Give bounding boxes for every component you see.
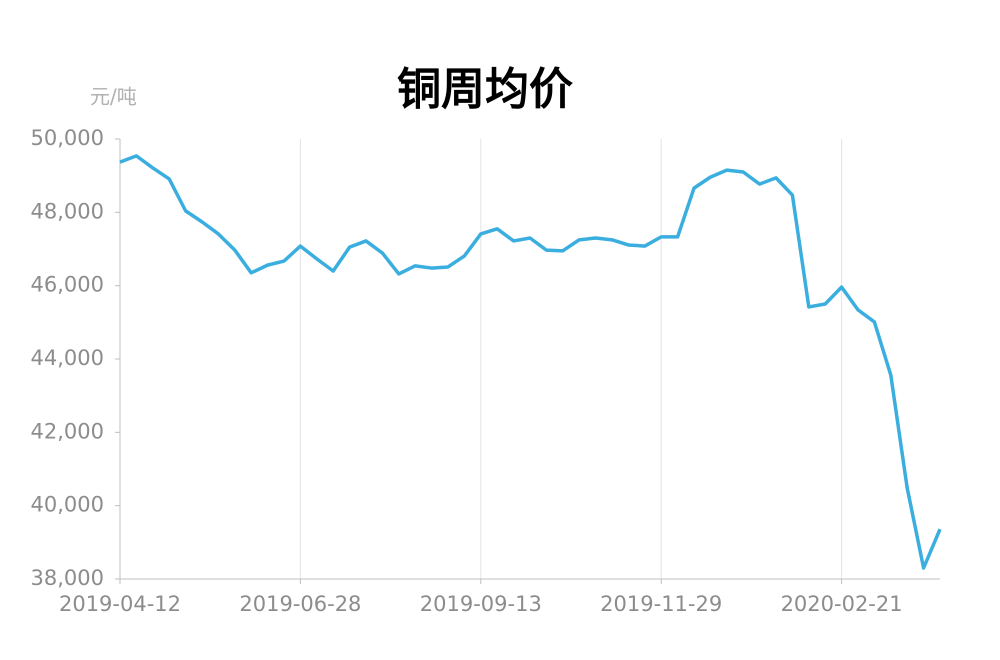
y-tick-label: 50,000 xyxy=(31,126,104,150)
x-tick-label: 2020-02-21 xyxy=(781,592,903,616)
y-tick-label: 42,000 xyxy=(31,419,104,443)
y-tick-label: 48,000 xyxy=(31,199,104,223)
chart-title: 铜周均价 xyxy=(397,64,573,115)
x-tick-label: 2019-09-13 xyxy=(420,592,542,616)
x-tick-label: 2019-11-29 xyxy=(600,592,722,616)
x-tick-label: 2019-04-12 xyxy=(59,592,181,616)
y-axis-unit: 元/吨 xyxy=(90,85,137,109)
x-tick-label: 2019-06-28 xyxy=(239,592,361,616)
y-tick-label: 38,000 xyxy=(31,566,104,590)
y-tick-label: 40,000 xyxy=(31,493,104,517)
y-tick-label: 46,000 xyxy=(31,273,104,297)
y-tick-label: 44,000 xyxy=(31,346,104,370)
series-line xyxy=(119,154,942,570)
